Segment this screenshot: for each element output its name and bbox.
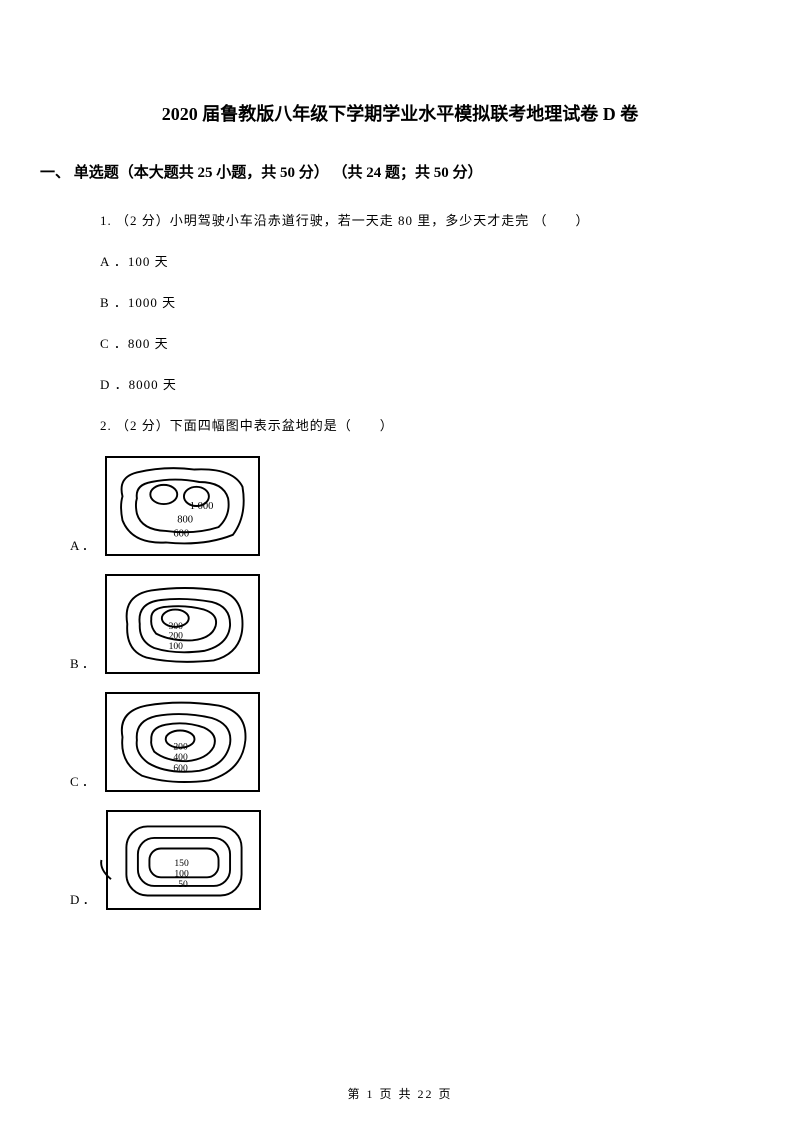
q2-option-b-label: B ．	[70, 653, 95, 672]
contour-diagram-d: 150 100 50	[106, 810, 261, 910]
question-2-text: 2. （2 分）下面四幅图中表示盆地的是（ ）	[100, 415, 720, 434]
contour-svg-b: 300 200 100	[107, 576, 258, 672]
q1-option-c: C ．800 天	[100, 333, 720, 352]
contour-a-label-3: 600	[173, 529, 189, 540]
contour-diagram-a: 1 000 800 600	[105, 456, 260, 556]
q1-option-a: A ．100 天	[100, 251, 720, 270]
contour-d-label-1: 150	[174, 858, 189, 869]
page-footer: 第 1 页 共 22 页	[0, 1085, 800, 1102]
contour-b-label-3: 100	[169, 641, 184, 652]
contour-c-label-1: 200	[173, 742, 188, 753]
q2-option-a-label: A ．	[70, 535, 95, 554]
contour-diagram-b: 300 200 100	[105, 574, 260, 674]
q2-option-c-row: C ． 200 400 600	[70, 692, 720, 792]
q2-option-a-row: A ． 1 000 800 600	[70, 456, 720, 556]
q1-option-b: B ．1000 天	[100, 292, 720, 311]
q2-option-d-label: D ．	[70, 889, 96, 908]
contour-d-label-2: 100	[174, 868, 189, 879]
section-header: 一、 单选题（本大题共 25 小题，共 50 分） （共 24 题；共 50 分…	[40, 161, 720, 182]
contour-d-label-3: 50	[178, 879, 188, 890]
q2-option-b-row: B ． 300 200 100	[70, 574, 720, 674]
contour-a-label-1: 1 000	[190, 501, 214, 512]
contour-diagram-c: 200 400 600	[105, 692, 260, 792]
contour-c-label-3: 600	[173, 763, 188, 774]
contour-b-label-2: 200	[169, 630, 184, 641]
contour-svg-c: 200 400 600	[107, 694, 258, 790]
page-title: 2020 届鲁教版八年级下学期学业水平模拟联考地理试卷 D 卷	[80, 100, 720, 126]
contour-svg-d: 150 100 50	[108, 812, 259, 908]
contour-a-label-2: 800	[177, 514, 193, 525]
q2-option-d-row: D ． 150 100 50	[70, 810, 720, 910]
contour-svg-a: 1 000 800 600	[107, 458, 258, 554]
q1-option-d: D ．8000 天	[100, 374, 720, 393]
q2-option-c-label: C ．	[70, 771, 95, 790]
question-1-text: 1. （2 分）小明驾驶小车沿赤道行驶，若一天走 80 里，多少天才走完 （ ）	[100, 210, 720, 229]
contour-c-label-2: 400	[173, 752, 188, 763]
